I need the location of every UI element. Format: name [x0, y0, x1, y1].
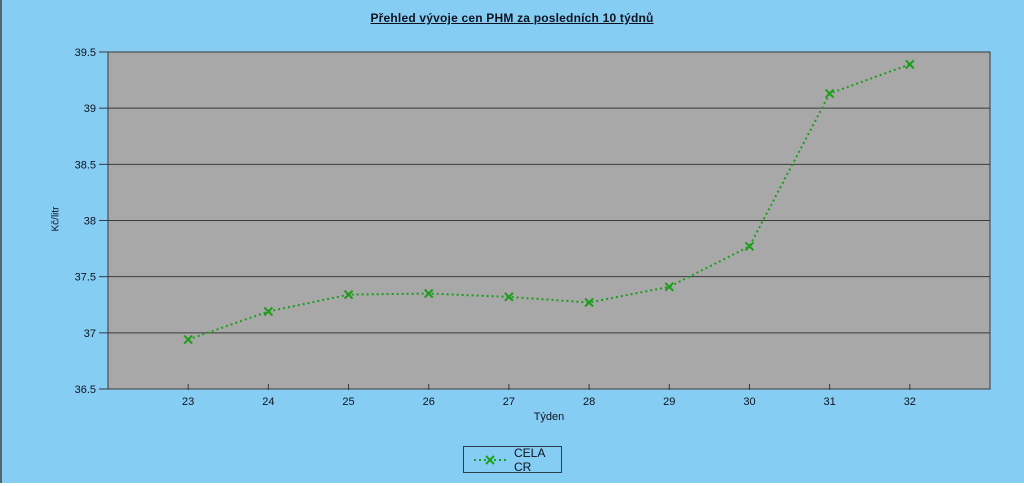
- x-tick-label: 27: [503, 396, 515, 408]
- x-tick-label: 28: [583, 396, 595, 408]
- data-point-marker: [664, 282, 674, 292]
- data-point-marker: [343, 289, 354, 300]
- data-point-marker: [504, 292, 514, 302]
- y-tick-label: 36.5: [75, 384, 96, 396]
- x-tick-label: 31: [824, 396, 836, 408]
- data-point-marker: [263, 306, 274, 317]
- chart-title: Přehled vývoje cen PHM za posledních 10 …: [370, 11, 654, 25]
- x-tick-label: 23: [182, 396, 194, 408]
- y-tick-label: 39.5: [75, 47, 96, 59]
- series-line-cela-cr: [187, 63, 911, 341]
- legend: CELA CR: [463, 445, 562, 474]
- legend-line-swatch: [474, 454, 506, 465]
- y-axis-title: Kč/litr: [50, 206, 62, 232]
- legend-label: CELA CR: [514, 445, 545, 474]
- y-tick-label: 38: [84, 216, 96, 228]
- data-point-marker: [905, 59, 915, 70]
- x-tick-label: 26: [423, 396, 435, 408]
- data-point-marker: [584, 297, 594, 308]
- data-point-marker: [183, 334, 193, 345]
- window-left-border: [0, 0, 2, 483]
- x-axis-title: Týden: [533, 411, 565, 423]
- x-tick-label: 24: [262, 396, 274, 408]
- data-point-marker: [824, 88, 835, 99]
- x-tick-label: 29: [663, 396, 675, 408]
- y-tick-label: 38.5: [75, 159, 96, 171]
- y-tick-label: 37: [84, 328, 96, 340]
- x-tick-label: 30: [743, 396, 755, 408]
- y-tick-label: 39: [84, 103, 96, 115]
- data-point-marker: [424, 288, 434, 299]
- y-tick-label: 37.5: [75, 272, 96, 284]
- x-tick-label: 25: [342, 396, 354, 408]
- data-point-marker: [744, 241, 755, 252]
- x-tick-label: 32: [904, 396, 916, 408]
